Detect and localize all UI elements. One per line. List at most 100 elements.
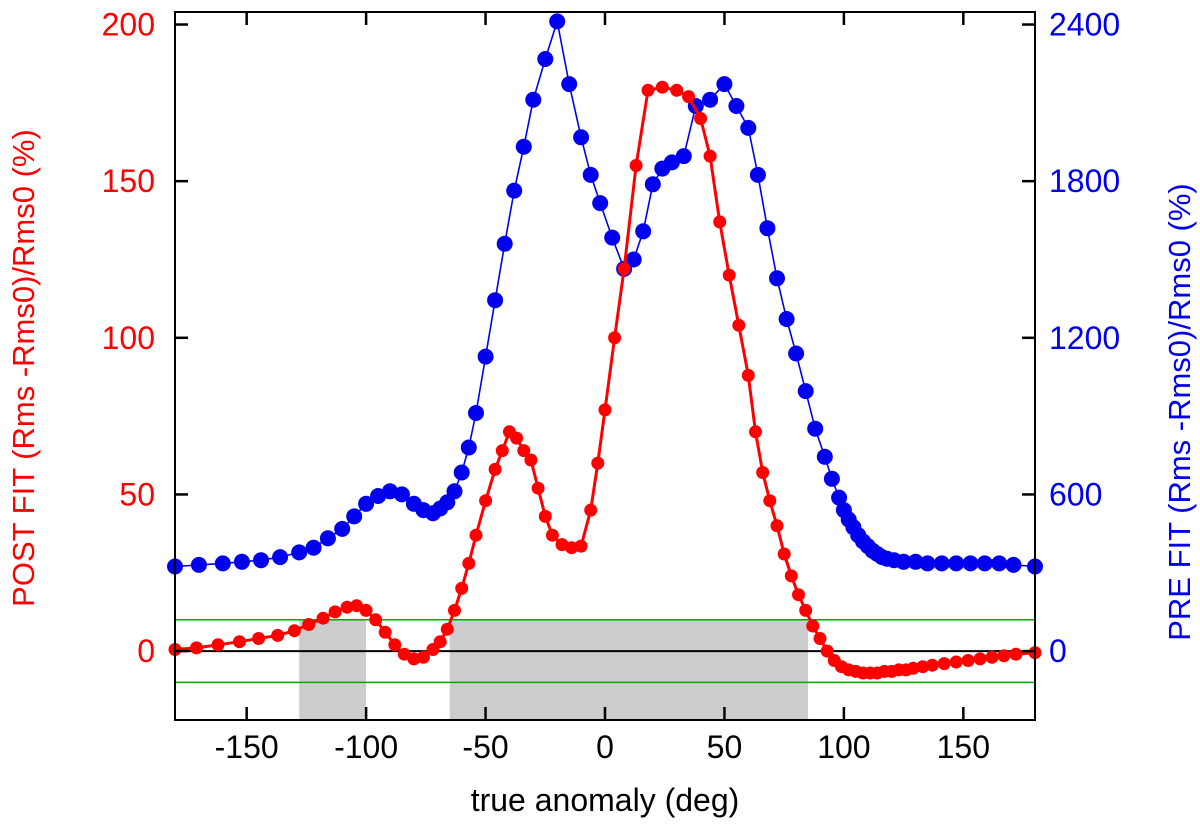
series-marker-pre-fit <box>675 148 692 165</box>
series-marker-pre-fit <box>537 51 554 67</box>
series-marker-pre-fit <box>948 555 965 572</box>
series-marker-post-fit <box>479 494 493 508</box>
series-marker-post-fit <box>617 262 631 276</box>
series-marker-pre-fit <box>446 483 463 500</box>
series-marker-pre-fit <box>496 235 513 252</box>
series-marker-pre-fit <box>702 91 719 108</box>
series-marker-post-fit <box>703 149 717 163</box>
series-marker-pre-fit <box>272 549 289 566</box>
y-right-tick-label: 600 <box>1049 476 1102 512</box>
series-marker-pre-fit <box>253 552 269 569</box>
x-axis-title: true anomaly (deg) <box>470 782 740 818</box>
series-marker-pre-fit <box>346 508 363 525</box>
series-marker-pre-fit <box>625 251 642 268</box>
x-tick-label: 50 <box>707 729 743 765</box>
y-right-tick-label: 2400 <box>1049 7 1120 43</box>
series-marker-post-fit <box>820 644 834 658</box>
series-marker-post-fit <box>916 660 930 674</box>
series-marker-pre-fit <box>895 553 912 570</box>
series-marker-post-fit <box>495 444 509 458</box>
y-right-tick-label: 1800 <box>1049 163 1120 199</box>
series-marker-pre-fit <box>663 154 680 171</box>
series-marker-post-fit <box>440 622 454 636</box>
series-marker-post-fit <box>608 331 622 345</box>
series-marker-pre-fit <box>976 555 993 572</box>
series-marker-post-fit <box>524 453 538 467</box>
series-marker-post-fit <box>469 528 483 542</box>
series-marker-post-fit <box>784 569 798 583</box>
series-marker-post-fit <box>287 624 301 638</box>
series-marker-pre-fit <box>291 544 308 561</box>
series-marker-post-fit <box>462 556 476 570</box>
series-marker-pre-fit <box>991 555 1008 572</box>
series-marker-pre-fit <box>506 182 523 199</box>
right-axis-title: PRE FIT (Rms -Rms0)/Rms0 (%) <box>1162 183 1197 641</box>
series-marker-pre-fit <box>797 383 814 400</box>
series-marker-post-fit <box>598 403 612 417</box>
x-tick-label: -50 <box>462 729 508 765</box>
series-marker-pre-fit <box>214 555 231 572</box>
series-marker-pre-fit <box>453 464 470 481</box>
series-marker-post-fit <box>749 425 762 439</box>
series-marker-post-fit <box>949 655 963 669</box>
series-marker-post-fit <box>629 159 643 172</box>
series-marker-pre-fit <box>358 495 375 512</box>
series-marker-pre-fit <box>823 470 840 487</box>
series-marker-post-fit <box>328 605 342 619</box>
series-marker-pre-fit <box>604 229 621 246</box>
series-marker-post-fit <box>756 466 770 479</box>
series-marker-pre-fit <box>816 448 833 465</box>
series-marker-post-fit <box>574 539 588 553</box>
series-marker-pre-fit <box>635 223 652 240</box>
series-marker-pre-fit <box>487 292 504 309</box>
series-marker-pre-fit <box>778 311 795 327</box>
y-left-tick-label: 150 <box>102 163 155 199</box>
y-right-tick-label: 0 <box>1049 633 1067 669</box>
series-marker-pre-fit <box>831 489 848 506</box>
x-tick-label: -100 <box>334 729 398 765</box>
series-marker-pre-fit <box>933 555 950 572</box>
series-marker-post-fit <box>792 588 805 602</box>
series-marker-pre-fit <box>907 553 924 570</box>
series-line-post-fit <box>173 85 1037 675</box>
series-marker-post-fit <box>340 600 354 614</box>
series-marker-post-fit <box>961 654 975 667</box>
plot-frame <box>174 11 1036 721</box>
series-marker-post-fit <box>233 635 246 649</box>
series-marker-pre-fit <box>561 76 578 93</box>
series-marker-post-fit <box>397 647 411 661</box>
y-right-tick-label: 1200 <box>1049 320 1120 356</box>
series-marker-pre-fit <box>769 270 785 287</box>
series-marker-pre-fit <box>1005 556 1022 573</box>
series-marker-pre-fit <box>749 166 766 183</box>
series-marker-post-fit <box>271 628 285 642</box>
series-marker-pre-fit <box>393 486 410 503</box>
y-left-tick-label: 200 <box>102 7 155 43</box>
series-marker-post-fit <box>510 431 524 445</box>
series-marker-post-fit <box>378 625 392 639</box>
series-marker-pre-fit <box>788 345 805 362</box>
series-marker-pre-fit <box>919 555 936 572</box>
series-marker-post-fit <box>584 503 598 517</box>
y-left-tick-label: 0 <box>137 633 155 669</box>
series-marker-pre-fit <box>477 348 494 365</box>
series-marker-pre-fit <box>190 556 207 573</box>
series-marker-post-fit <box>316 611 330 625</box>
series-marker-pre-fit <box>334 520 351 537</box>
series-marker-post-fit <box>694 112 708 125</box>
series-marker-pre-fit <box>549 13 566 30</box>
series-marker-post-fit <box>770 519 784 533</box>
series-marker-post-fit <box>722 268 736 282</box>
series-marker-post-fit <box>799 603 813 617</box>
series-marker-post-fit <box>448 603 461 617</box>
series-marker-pre-fit <box>468 405 484 421</box>
series-marker-post-fit <box>302 618 316 631</box>
series-marker-pre-fit <box>807 420 824 437</box>
series-marker-post-fit <box>359 603 373 617</box>
series-marker-post-fit <box>997 649 1011 663</box>
series-marker-post-fit <box>517 444 531 458</box>
left-axis-title: POST FIT (Rms -Rms0)/Rms0 (%) <box>6 129 41 607</box>
series-marker-pre-fit <box>759 220 776 237</box>
series-marker-post-fit <box>682 90 696 104</box>
